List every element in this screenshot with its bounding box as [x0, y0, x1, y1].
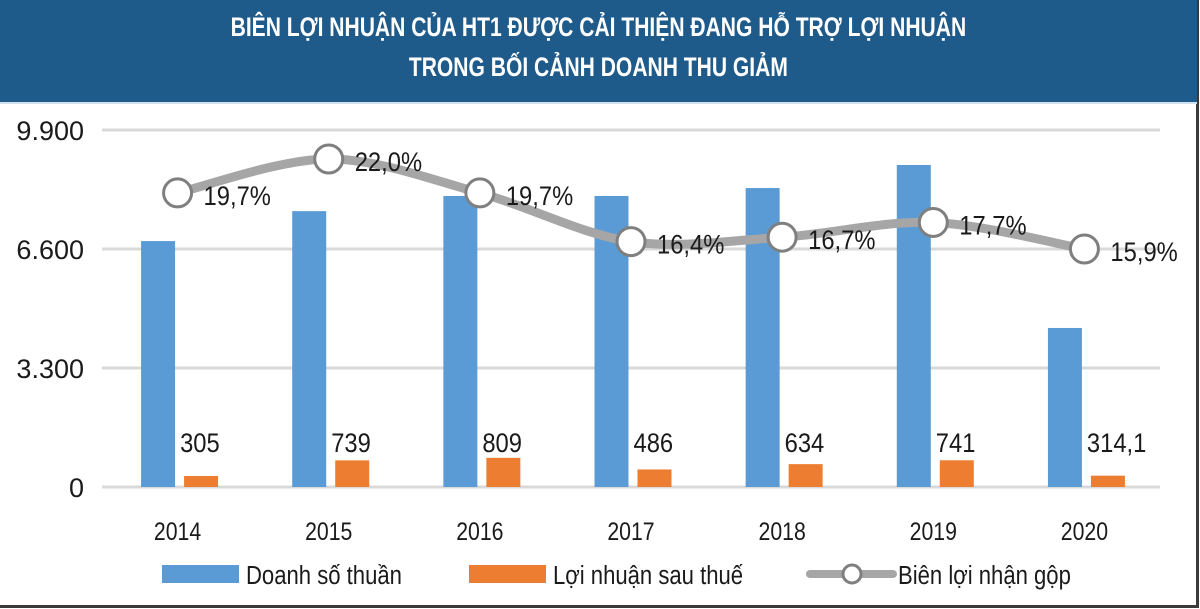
chart-header: BIÊN LỢI NHUẬN CỦA HT1 ĐƯỢC CẢI THIỆN ĐA… [0, 0, 1197, 104]
y-axis-tick-label: 3.300 [16, 354, 84, 384]
bar-doanh-so-thuan [141, 241, 176, 487]
bar-loi-nhuan-sau-thue [637, 469, 672, 487]
legend-swatch-doanh-so-thuan [162, 565, 239, 583]
line-marker [464, 177, 496, 209]
data-label-bien-loi-nhuan: 16,7% [808, 226, 875, 256]
data-label-bien-loi-nhuan: 22,0% [355, 148, 422, 178]
data-label-bien-loi-nhuan: 17,7% [959, 211, 1026, 241]
line-marker [766, 221, 798, 253]
line-marker [313, 143, 345, 175]
data-label-loi-nhuan: 634 [785, 429, 825, 459]
bar-loi-nhuan-sau-thue [335, 460, 370, 487]
x-axis-tick-label: 2014 [154, 517, 201, 545]
y-axis-tick-label: 6.600 [16, 235, 84, 265]
bar-doanh-so-thuan [1047, 327, 1082, 487]
data-label-loi-nhuan: 809 [482, 429, 522, 459]
bar-loi-nhuan-sau-thue [788, 464, 823, 487]
data-label-loi-nhuan: 486 [634, 429, 674, 459]
data-label-loi-nhuan: 741 [936, 429, 976, 459]
x-axis-tick-label: 2016 [456, 517, 503, 545]
line-marker [1068, 233, 1100, 265]
data-label-bien-loi-nhuan: 15,9% [1110, 238, 1177, 268]
legend-label-bien-loi-nhan-gop: Biên lợi nhận gộp [898, 561, 1071, 590]
x-axis-tick-label: 2017 [607, 517, 654, 545]
bar-loi-nhuan-sau-thue [1090, 475, 1125, 487]
y-axis-tick-label: 0 [69, 473, 84, 503]
bar-doanh-so-thuan [443, 195, 478, 487]
x-axis-tick-label: 2020 [1061, 517, 1108, 545]
data-label-bien-loi-nhuan: 19,7% [204, 182, 271, 212]
data-label-loi-nhuan: 739 [331, 429, 371, 459]
chart-title-line1: BIÊN LỢI NHUẬN CỦA HT1 ĐƯỢC CẢI THIỆN ĐA… [230, 12, 967, 42]
bar-doanh-so-thuan [292, 211, 327, 488]
line-marker [615, 226, 647, 258]
line-marker [162, 177, 194, 209]
legend-marker-icon [841, 563, 863, 585]
x-axis-tick-label: 2018 [759, 517, 806, 545]
x-axis-tick-label: 2019 [910, 517, 957, 545]
line-marker [917, 206, 949, 238]
bar-loi-nhuan-sau-thue [486, 457, 521, 487]
data-label-bien-loi-nhuan: 16,4% [657, 230, 724, 260]
x-axis-tick-label: 2015 [305, 517, 352, 545]
data-label-bien-loi-nhuan: 19,7% [506, 182, 573, 212]
y-axis-tick-label: 9.900 [16, 116, 84, 146]
legend-swatch-loi-nhuan-sau-thue [469, 565, 546, 583]
legend-label-doanh-so-thuan: Doanh số thuần [246, 561, 402, 590]
data-label-loi-nhuan: 305 [180, 429, 220, 459]
legend-label-loi-nhuan-sau-thue: Lợi nhuận sau thuế [553, 561, 744, 590]
chart-title-line2: TRONG BỐI CẢNH DOANH THU GIẢM [408, 52, 788, 82]
data-label-loi-nhuan: 314,1 [1087, 429, 1146, 459]
bar-loi-nhuan-sau-thue [939, 460, 974, 487]
bar-loi-nhuan-sau-thue [184, 476, 219, 487]
